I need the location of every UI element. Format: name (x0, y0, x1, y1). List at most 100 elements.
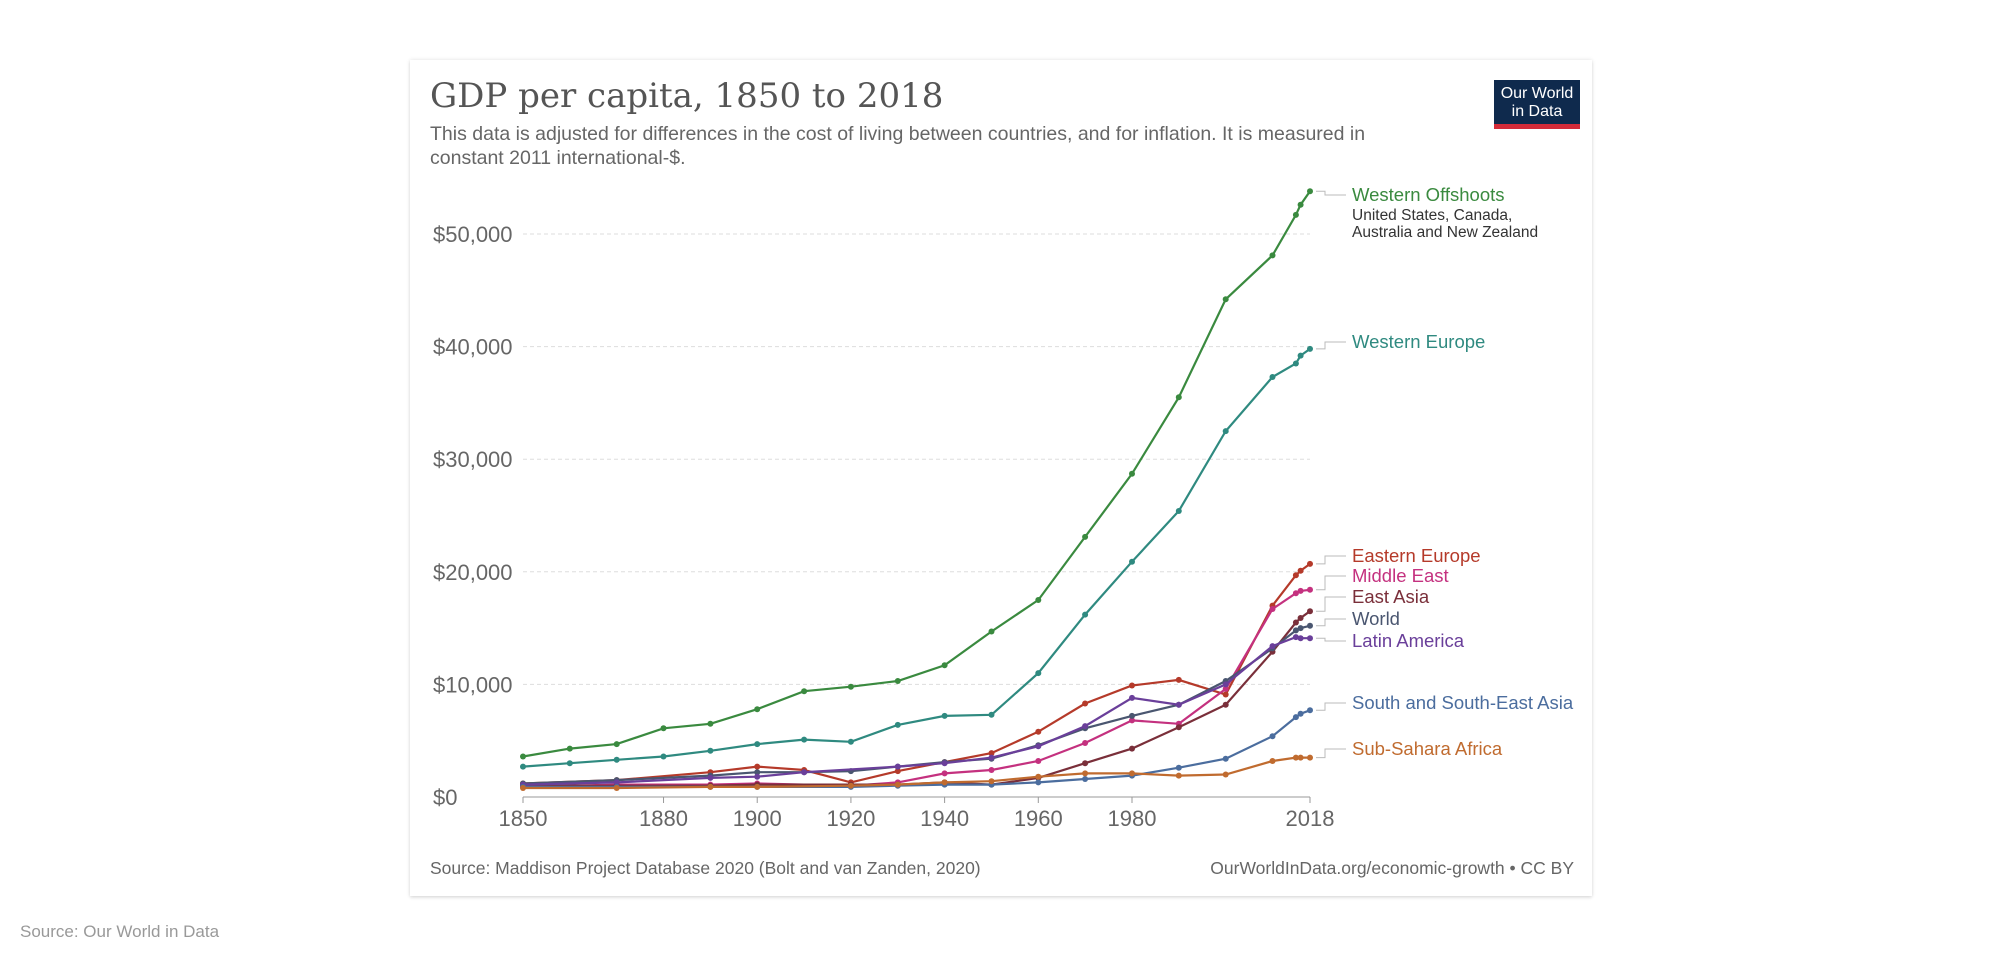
data-point (1175, 676, 1182, 683)
series-label: Latin America (1352, 630, 1465, 651)
data-point (801, 736, 808, 743)
x-tick-label: 1880 (639, 806, 688, 831)
data-point (1175, 764, 1182, 771)
data-point (1129, 745, 1135, 752)
data-point (566, 745, 573, 752)
data-point (894, 721, 901, 728)
series-latin-america[interactable] (520, 634, 1313, 788)
data-point (754, 783, 761, 790)
data-point (1129, 470, 1135, 477)
chart-title: GDP per capita, 1850 to 2018 (430, 76, 944, 116)
data-point (941, 779, 948, 786)
data-point (1222, 691, 1229, 698)
y-tick-label: $0 (433, 785, 457, 810)
data-point (1222, 428, 1229, 435)
data-point (1292, 634, 1299, 641)
data-point (1082, 760, 1089, 767)
data-point (1035, 597, 1042, 603)
data-point (1297, 567, 1304, 574)
data-point (1222, 771, 1229, 778)
y-axis-ticks: $0 $10,000 $20,000 $30,000 $40,000 $50,000 (433, 222, 513, 810)
data-point (1222, 755, 1229, 762)
data-point (1035, 743, 1042, 750)
data-point (613, 756, 620, 763)
label-leader-line (1316, 341, 1346, 350)
label-leader-line (1316, 596, 1346, 612)
chart-grid (523, 233, 1310, 685)
data-point (1292, 590, 1299, 597)
data-point (1307, 707, 1313, 714)
data-point (1292, 627, 1299, 634)
data-point (1222, 681, 1229, 688)
series-label: Eastern Europe (1352, 545, 1481, 566)
y-tick-label: $30,000 (433, 447, 513, 472)
series-sub-sahara-africa[interactable] (520, 754, 1313, 791)
x-tick-label: 1850 (499, 806, 548, 831)
data-point (1129, 694, 1135, 701)
data-point (1082, 740, 1089, 746)
data-point (1307, 188, 1313, 195)
data-point (1292, 211, 1299, 218)
data-point (1222, 296, 1229, 303)
label-leader-line (1316, 618, 1346, 627)
series-label: Sub-Sahara Africa (1352, 738, 1503, 759)
series-world[interactable] (520, 622, 1313, 787)
data-point (988, 750, 995, 757)
data-point (1035, 728, 1042, 735)
data-point (1307, 560, 1313, 567)
label-leader-line (1316, 702, 1346, 711)
series-western-offshoots[interactable] (520, 188, 1313, 760)
series-western-europe[interactable] (520, 345, 1313, 770)
data-point (660, 753, 667, 760)
data-point (1175, 394, 1182, 401)
data-point (1269, 252, 1276, 259)
data-point (1307, 754, 1313, 761)
label-leader-line (1316, 637, 1346, 642)
data-point (1035, 758, 1042, 764)
y-tick-label: $20,000 (433, 560, 513, 585)
data-point (988, 628, 995, 635)
data-point (1129, 558, 1135, 565)
data-point (1292, 572, 1299, 579)
data-point (566, 760, 573, 767)
source-url-link[interactable]: OurWorldInData.org/economic-growth • CC … (1210, 858, 1574, 878)
data-point (988, 711, 995, 718)
data-point (707, 747, 714, 754)
data-point (1307, 345, 1313, 352)
label-leader-line (1316, 555, 1346, 565)
data-point (894, 763, 901, 770)
y-tick-label: $50,000 (433, 222, 513, 247)
data-point (1297, 615, 1304, 621)
data-point (1222, 685, 1229, 692)
data-point (754, 773, 761, 780)
data-point (1129, 717, 1135, 724)
data-point (1035, 779, 1042, 786)
data-point (707, 720, 714, 727)
data-point (1082, 770, 1089, 777)
data-point (754, 706, 761, 713)
x-tick-label: 1900 (733, 806, 782, 831)
data-point (707, 783, 714, 790)
series-label: Western Offshoots (1352, 184, 1505, 205)
data-point (1297, 625, 1304, 632)
data-point (1297, 635, 1304, 642)
x-tick-label: 1940 (920, 806, 969, 831)
y-tick-label: $10,000 (433, 672, 513, 697)
data-point (520, 753, 526, 760)
data-point (1269, 733, 1276, 740)
data-point (1082, 533, 1089, 540)
label-leader-line (1316, 575, 1346, 591)
data-point (613, 741, 620, 748)
data-point (754, 741, 761, 748)
data-point (801, 769, 808, 776)
data-point (1129, 770, 1135, 777)
data-point (1082, 700, 1089, 707)
data-point (754, 769, 761, 776)
data-point (801, 688, 808, 695)
data-point (894, 768, 901, 775)
series-middle-east[interactable] (520, 586, 1313, 790)
data-point (1297, 352, 1304, 359)
owid-logo[interactable]: Our World in Data (1494, 80, 1580, 129)
data-point (1082, 611, 1089, 618)
